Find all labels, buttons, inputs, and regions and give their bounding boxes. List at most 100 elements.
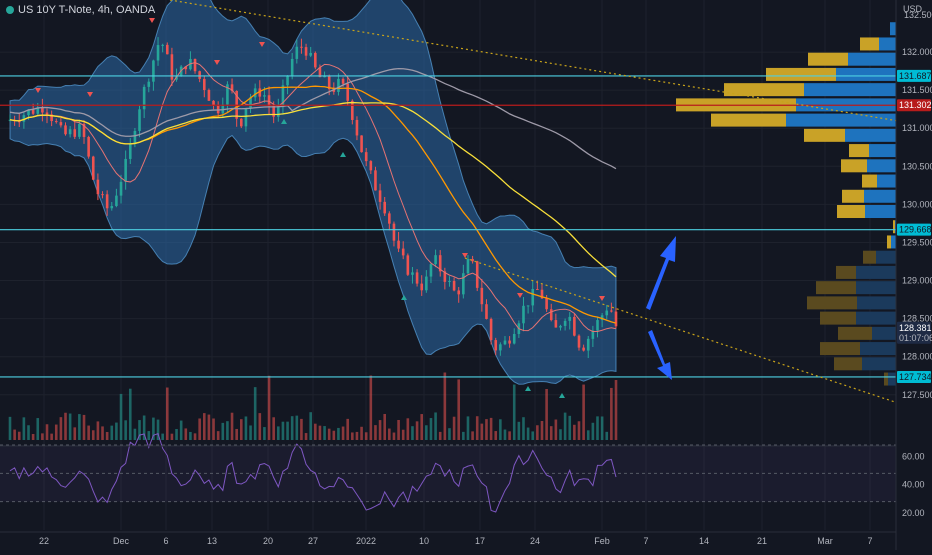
vp-blue-bar (845, 128, 896, 142)
buy-marker-icon (525, 386, 531, 391)
vp-gold-bar (863, 250, 876, 264)
volume-bar (142, 415, 146, 440)
volume-bar (110, 425, 114, 440)
candle-body (54, 121, 58, 123)
candle-body (420, 283, 424, 291)
price-tick-label: 130.000 (902, 199, 932, 209)
time-tick-label: 7 (867, 536, 872, 546)
symbol-header[interactable]: US 10Y T-Note, 4h, OANDA (6, 4, 155, 16)
rsi-tick-label: 40.00 (902, 480, 925, 490)
vp-blue-bar (876, 250, 896, 264)
volume-bar (138, 420, 141, 440)
candle-body (170, 54, 174, 80)
vp-blue-bar (856, 281, 896, 295)
candle-body (327, 76, 331, 90)
candle-body (323, 76, 326, 78)
volume-bar (124, 420, 127, 440)
volume-bar (443, 372, 447, 440)
candle-body (596, 320, 599, 331)
direction-arrows[interactable] (646, 236, 676, 380)
vp-gold-bar (711, 113, 786, 127)
volume-bar (318, 425, 322, 440)
vp-blue-bar (856, 265, 896, 279)
sell-marker-icon (35, 88, 41, 93)
volume-bar (133, 428, 137, 440)
volume-bar (388, 428, 391, 440)
candle-body (600, 315, 604, 321)
volume-bar (179, 420, 183, 440)
vp-blue-bar (869, 144, 896, 158)
volume-bar (536, 425, 539, 440)
candle-body (434, 255, 437, 265)
candlestick-series[interactable] (8, 37, 618, 359)
time-tick-label: Dec (113, 536, 130, 546)
volume-bar (438, 431, 442, 440)
volume-bar (425, 425, 428, 440)
price-tick-label: 132.000 (902, 47, 932, 57)
volume-bar (591, 422, 595, 440)
time-tick-label: Mar (817, 536, 833, 546)
time-tick-label: 24 (530, 536, 540, 546)
time-tick-label: 7 (643, 536, 648, 546)
price-axis-top-label: 132.500 (904, 10, 932, 20)
volume-bar (448, 428, 451, 440)
candle-body (485, 304, 488, 319)
price-tag-box (897, 321, 931, 344)
candle-body (31, 109, 35, 114)
volume-bar (545, 388, 548, 440)
volume-bar (59, 417, 63, 440)
candle-body (559, 325, 562, 328)
volume-bar (610, 387, 613, 440)
ma-red-line (9, 62, 617, 332)
time-tick-label: 20 (263, 536, 273, 546)
candle-body (78, 123, 81, 137)
candle-body (605, 310, 609, 316)
volume-bar (244, 416, 248, 440)
ma-gray-line (9, 68, 617, 170)
volume-bar (582, 384, 585, 440)
vp-gold-bar (807, 296, 857, 310)
volume-bar (267, 375, 271, 440)
time-tick-label: Feb (594, 536, 610, 546)
candle-body (207, 90, 211, 101)
sell-marker-icon (259, 42, 265, 47)
volume-bar (360, 426, 363, 440)
buy-marker-icon (340, 152, 346, 157)
volume-bar (364, 432, 368, 440)
candle-body (59, 122, 63, 126)
vp-gold-bar (893, 220, 895, 234)
vp-gold-bar (766, 67, 836, 81)
candle-body (383, 201, 387, 214)
price-tag-box (897, 99, 931, 112)
time-tick-label: 2022 (356, 536, 376, 546)
moving-averages (9, 62, 617, 332)
vp-gold-bar (849, 144, 869, 158)
candle-body (300, 46, 303, 48)
volume-bar (295, 415, 299, 440)
volume-bar (221, 422, 225, 440)
candle-body (304, 47, 308, 56)
volume-bar (277, 426, 280, 440)
horizontal-levels[interactable] (0, 75, 896, 378)
candle-body (475, 261, 479, 288)
volume-bar (202, 413, 206, 440)
candle-body (239, 118, 243, 127)
volume-bar (36, 418, 40, 440)
candle-body (586, 338, 590, 351)
candle-body (364, 152, 368, 162)
candle-body (526, 305, 530, 307)
candle-body (87, 136, 90, 157)
volume-bar (475, 416, 479, 440)
candle-body (512, 333, 516, 344)
candle-body (443, 271, 447, 282)
volume-bar (586, 430, 590, 440)
volume-bar (480, 423, 484, 440)
volume-bar (383, 413, 387, 440)
volume-bar (309, 412, 312, 440)
time-tick-label: 6 (163, 536, 168, 546)
volume-bar (600, 416, 604, 440)
trendline[interactable] (169, 0, 897, 403)
vp-gold-bar (808, 52, 848, 66)
